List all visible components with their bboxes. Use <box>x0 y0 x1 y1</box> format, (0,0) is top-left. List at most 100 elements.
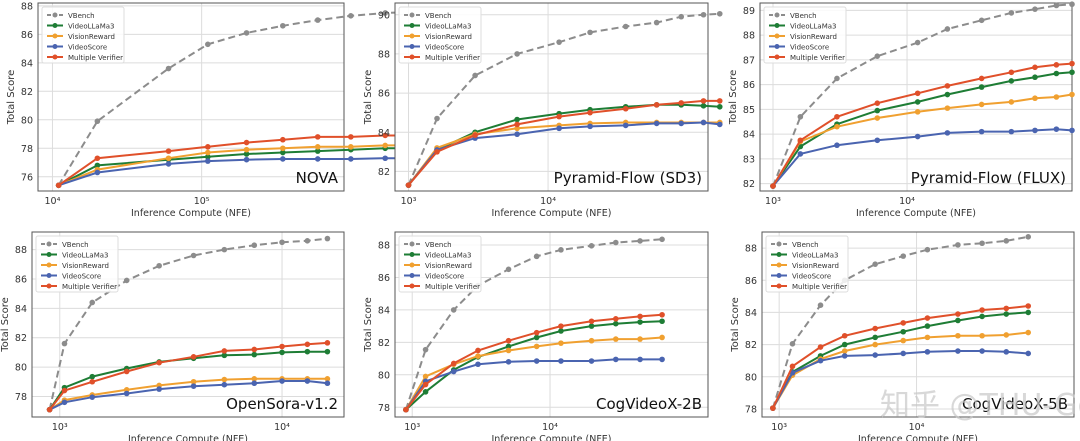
y-tick-label: 80 <box>378 370 390 381</box>
legend-marker <box>409 23 415 28</box>
data-point <box>653 120 660 127</box>
legend-label: Multiple Verifier <box>425 283 480 291</box>
data-point <box>533 329 540 336</box>
y-tick-label: 84 <box>378 305 390 316</box>
data-point <box>659 311 665 318</box>
data-point <box>1025 303 1032 309</box>
x-axis-label: Inference Compute (NFE) <box>131 208 251 219</box>
data-point <box>612 239 619 246</box>
data-point <box>243 146 250 153</box>
data-point <box>1003 238 1010 244</box>
y-axis-label: Total Score <box>728 70 739 126</box>
legend-label: VideoLLaMa3 <box>425 23 471 31</box>
legend-marker <box>776 273 782 278</box>
series-line-vbench <box>48 237 328 410</box>
data-point <box>588 358 595 364</box>
data-point <box>165 148 172 154</box>
legend-marker <box>774 44 780 49</box>
data-point <box>944 26 951 32</box>
y-axis-label: Total Score <box>363 70 374 126</box>
y-axis-label: Total Score <box>6 70 17 126</box>
data-point <box>872 352 878 358</box>
data-point <box>382 132 389 139</box>
data-point <box>1069 69 1075 76</box>
y-tick-label: 86 <box>15 274 27 285</box>
legend-label: VBench <box>790 12 817 20</box>
legend-label: VideoLLaMa3 <box>68 23 114 31</box>
x-tick-label: 10⁴ <box>45 196 61 207</box>
data-point <box>450 360 457 367</box>
y-tick-label: 78 <box>378 403 390 414</box>
data-point <box>874 115 881 121</box>
x-tick-label: 10³ <box>401 196 417 207</box>
data-point <box>1069 127 1075 134</box>
data-point <box>314 144 321 150</box>
legend-label: VideoScore <box>790 44 829 52</box>
data-point <box>475 347 481 354</box>
legend-marker <box>774 23 780 28</box>
data-point <box>900 328 907 335</box>
plot-frame <box>394 2 709 192</box>
subplot-title: Pyramid-Flow (FLUX) <box>911 169 1066 187</box>
data-point <box>55 182 62 189</box>
data-point <box>251 346 258 353</box>
data-point <box>61 387 68 394</box>
data-point <box>505 337 512 344</box>
data-point <box>505 347 512 354</box>
data-point <box>324 348 331 355</box>
x-tick-label: 10⁴ <box>274 422 290 433</box>
legend-box <box>763 6 847 64</box>
data-point <box>94 155 101 162</box>
data-point <box>637 336 643 342</box>
data-point <box>89 299 96 306</box>
data-point <box>979 240 985 247</box>
legend-box <box>41 6 125 64</box>
data-point <box>558 340 564 346</box>
legend-label: VideoScore <box>792 273 831 281</box>
data-point <box>190 354 197 360</box>
data-point <box>659 318 665 325</box>
data-point <box>1053 2 1060 9</box>
y-tick-label: 76 <box>21 172 33 183</box>
data-point <box>622 122 629 129</box>
legend-box <box>35 235 119 293</box>
data-point <box>834 75 840 82</box>
legend-label: VBench <box>425 241 452 249</box>
data-point <box>314 148 321 154</box>
data-point <box>978 84 985 90</box>
y-tick-label: 84 <box>745 308 757 319</box>
data-point <box>61 399 68 406</box>
data-point <box>205 154 211 160</box>
data-point <box>1025 329 1032 336</box>
data-point <box>978 128 985 135</box>
data-point <box>587 109 593 116</box>
y-tick-label: 88 <box>743 31 755 42</box>
y-tick-label: 82 <box>743 179 755 190</box>
y-tick-label: 78 <box>21 144 33 155</box>
data-point <box>924 349 931 355</box>
data-point <box>1008 69 1015 76</box>
data-point <box>841 353 848 359</box>
data-point <box>558 358 564 364</box>
legend-label: VisionReward <box>792 262 839 270</box>
data-point <box>514 125 520 132</box>
y-tick-label: 90 <box>378 10 390 21</box>
data-point <box>221 381 228 388</box>
data-point <box>156 386 162 392</box>
y-tick-label: 88 <box>378 49 390 60</box>
legend-marker <box>776 252 782 257</box>
data-point <box>243 151 250 157</box>
x-tick-label: 10³ <box>765 196 781 207</box>
data-point <box>841 332 848 339</box>
data-point <box>1003 311 1010 317</box>
data-point <box>914 109 921 115</box>
data-point <box>348 156 354 162</box>
data-point <box>1008 10 1015 16</box>
data-point <box>422 373 429 380</box>
data-point <box>1032 64 1038 71</box>
data-point <box>700 11 707 18</box>
data-point <box>612 320 619 327</box>
data-point <box>700 98 707 104</box>
data-point <box>280 149 286 156</box>
